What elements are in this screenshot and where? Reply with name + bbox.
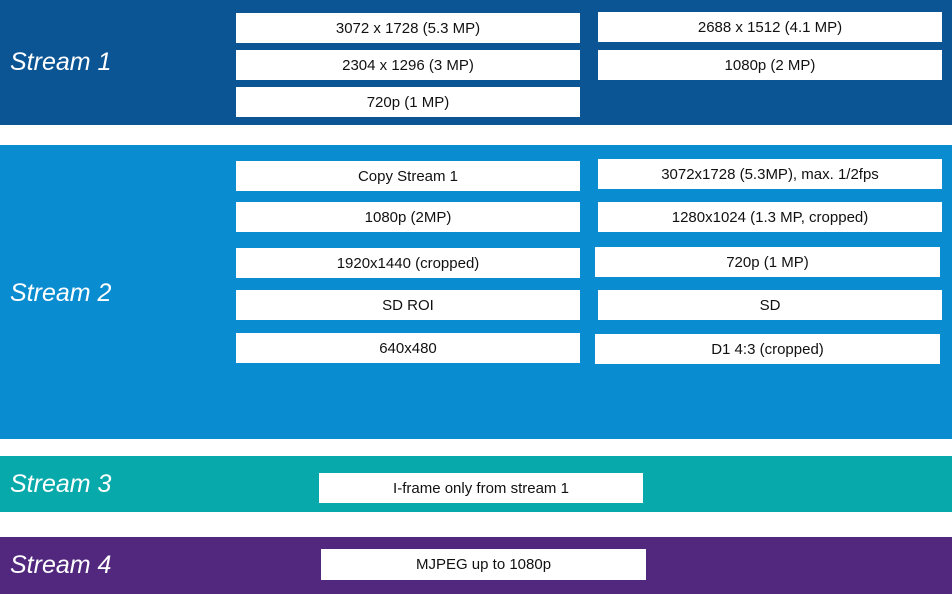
option-box: 2304 x 1296 (3 MP)	[236, 50, 580, 80]
option-box: MJPEG up to 1080p	[321, 549, 646, 580]
stream-label: Stream 3	[10, 470, 112, 498]
option-box: SD	[598, 290, 942, 320]
option-box: 720p (1 MP)	[236, 87, 580, 117]
option-box: Copy Stream 1	[236, 161, 580, 191]
option-box: I-frame only from stream 1	[319, 473, 643, 503]
option-box: 2688 x 1512 (4.1 MP)	[598, 12, 942, 42]
option-box: 3072x1728 (5.3MP), max. 1/2fps	[598, 159, 942, 189]
stream-label: Stream 2	[10, 279, 112, 307]
option-box: 640x480	[236, 333, 580, 363]
option-box: D1 4:3 (cropped)	[595, 334, 940, 364]
option-box: 1280x1024 (1.3 MP, cropped)	[598, 202, 942, 232]
option-box: 1080p (2 MP)	[598, 50, 942, 80]
option-box: 3072 x 1728 (5.3 MP)	[236, 13, 580, 43]
option-box: 720p (1 MP)	[595, 247, 940, 277]
stream-label: Stream 4	[10, 551, 112, 579]
option-box: 1080p (2MP)	[236, 202, 580, 232]
stream-label: Stream 1	[10, 48, 112, 76]
option-box: 1920x1440 (cropped)	[236, 248, 580, 278]
option-box: SD ROI	[236, 290, 580, 320]
